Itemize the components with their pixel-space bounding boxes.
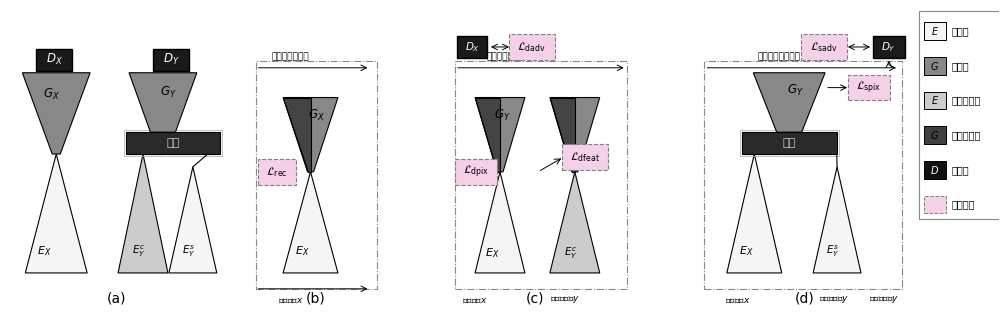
Text: 判别器: 判别器 bbox=[952, 165, 969, 175]
Text: 参数共享层: 参数共享层 bbox=[952, 95, 981, 105]
FancyBboxPatch shape bbox=[924, 57, 946, 75]
Text: $G_X$: $G_X$ bbox=[43, 87, 60, 102]
Text: 艺术字图片$y$: 艺术字图片$y$ bbox=[819, 294, 849, 305]
Text: $E_Y^c$: $E_Y^c$ bbox=[564, 246, 578, 261]
FancyBboxPatch shape bbox=[924, 92, 946, 110]
Text: 文字图片$x$: 文字图片$x$ bbox=[725, 296, 750, 305]
Polygon shape bbox=[475, 98, 500, 172]
Polygon shape bbox=[118, 154, 168, 273]
Text: $G_Y$: $G_Y$ bbox=[494, 108, 510, 123]
FancyBboxPatch shape bbox=[455, 159, 497, 185]
Polygon shape bbox=[813, 167, 861, 273]
Text: $G_X$: $G_X$ bbox=[308, 108, 325, 123]
FancyBboxPatch shape bbox=[924, 126, 946, 144]
Polygon shape bbox=[283, 98, 338, 172]
Text: $D_Y$: $D_Y$ bbox=[881, 40, 896, 54]
FancyBboxPatch shape bbox=[742, 132, 837, 154]
Polygon shape bbox=[475, 172, 525, 273]
Text: 文字图片$x$: 文字图片$x$ bbox=[278, 296, 303, 305]
FancyBboxPatch shape bbox=[924, 161, 946, 179]
Text: $D_Y$: $D_Y$ bbox=[163, 52, 179, 67]
Text: 参数共享层: 参数共享层 bbox=[952, 130, 981, 140]
Text: $\mathcal{L}_{\mathrm{dadv}}$: $\mathcal{L}_{\mathrm{dadv}}$ bbox=[517, 40, 546, 54]
Text: (c): (c) bbox=[526, 292, 544, 306]
Text: $\mathcal{L}_{\mathrm{dpix}}$: $\mathcal{L}_{\mathrm{dpix}}$ bbox=[463, 164, 489, 180]
Text: (a): (a) bbox=[106, 292, 126, 306]
Text: $E_X$: $E_X$ bbox=[739, 244, 754, 258]
FancyBboxPatch shape bbox=[457, 36, 487, 58]
Polygon shape bbox=[753, 73, 825, 132]
Polygon shape bbox=[22, 73, 90, 154]
Text: (d): (d) bbox=[794, 292, 814, 306]
Polygon shape bbox=[475, 98, 525, 172]
FancyBboxPatch shape bbox=[924, 196, 946, 213]
Text: $D_X$: $D_X$ bbox=[465, 40, 480, 54]
Text: 生成的文字图片: 生成的文字图片 bbox=[486, 52, 524, 61]
FancyBboxPatch shape bbox=[924, 22, 946, 40]
Text: $E_Y^s$: $E_Y^s$ bbox=[182, 243, 196, 259]
Text: 串联: 串联 bbox=[783, 138, 796, 148]
Text: 文字图片$x$: 文字图片$x$ bbox=[462, 296, 488, 305]
FancyBboxPatch shape bbox=[509, 34, 555, 60]
Text: $\mathcal{L}_{\mathrm{dfeat}}$: $\mathcal{L}_{\mathrm{dfeat}}$ bbox=[570, 150, 600, 164]
Text: $\mathcal{L}_{\mathrm{sadv}}$: $\mathcal{L}_{\mathrm{sadv}}$ bbox=[810, 40, 838, 54]
Text: 艺术字图片$y$: 艺术字图片$y$ bbox=[869, 294, 899, 305]
Text: 解码器: 解码器 bbox=[952, 61, 969, 71]
Text: $G$: $G$ bbox=[930, 60, 939, 72]
FancyBboxPatch shape bbox=[562, 144, 608, 170]
Text: 损失函数: 损失函数 bbox=[952, 200, 975, 210]
FancyBboxPatch shape bbox=[801, 34, 847, 60]
Text: $G_Y$: $G_Y$ bbox=[160, 85, 176, 100]
Text: $D_X$: $D_X$ bbox=[46, 52, 63, 67]
Text: $E_X$: $E_X$ bbox=[485, 246, 499, 260]
Text: $D$: $D$ bbox=[930, 164, 939, 176]
Text: $G$: $G$ bbox=[930, 129, 939, 141]
Polygon shape bbox=[550, 172, 600, 273]
Polygon shape bbox=[550, 98, 600, 172]
Text: 生成的文字图片: 生成的文字图片 bbox=[272, 52, 309, 61]
Polygon shape bbox=[169, 167, 217, 273]
Polygon shape bbox=[283, 98, 311, 172]
Text: $G_Y$: $G_Y$ bbox=[787, 83, 804, 98]
Text: 串联: 串联 bbox=[166, 138, 180, 148]
FancyBboxPatch shape bbox=[848, 75, 890, 100]
Polygon shape bbox=[727, 154, 782, 273]
Polygon shape bbox=[25, 154, 87, 273]
Text: $E_X$: $E_X$ bbox=[295, 244, 310, 258]
Text: 生成的艺术字图片: 生成的艺术字图片 bbox=[758, 52, 801, 61]
Text: $E_Y^s$: $E_Y^s$ bbox=[826, 243, 840, 259]
Text: $E$: $E$ bbox=[931, 25, 939, 37]
FancyBboxPatch shape bbox=[36, 49, 72, 71]
FancyBboxPatch shape bbox=[126, 132, 220, 154]
Polygon shape bbox=[283, 172, 338, 273]
FancyBboxPatch shape bbox=[153, 49, 189, 71]
Text: (b): (b) bbox=[306, 292, 325, 306]
Text: $E_Y^c$: $E_Y^c$ bbox=[132, 243, 146, 259]
Text: $\mathcal{L}_{\mathrm{spix}}$: $\mathcal{L}_{\mathrm{spix}}$ bbox=[856, 80, 882, 96]
Polygon shape bbox=[129, 73, 197, 132]
Text: 艺术字图片$y$: 艺术字图片$y$ bbox=[550, 294, 580, 305]
Text: $E_X$: $E_X$ bbox=[37, 244, 52, 258]
Text: 编码器: 编码器 bbox=[952, 26, 969, 36]
FancyBboxPatch shape bbox=[258, 159, 296, 185]
FancyBboxPatch shape bbox=[873, 36, 905, 58]
Text: $E$: $E$ bbox=[931, 95, 939, 106]
Polygon shape bbox=[550, 98, 575, 172]
Text: $\mathcal{L}_{\mathrm{rec}}$: $\mathcal{L}_{\mathrm{rec}}$ bbox=[266, 165, 287, 179]
